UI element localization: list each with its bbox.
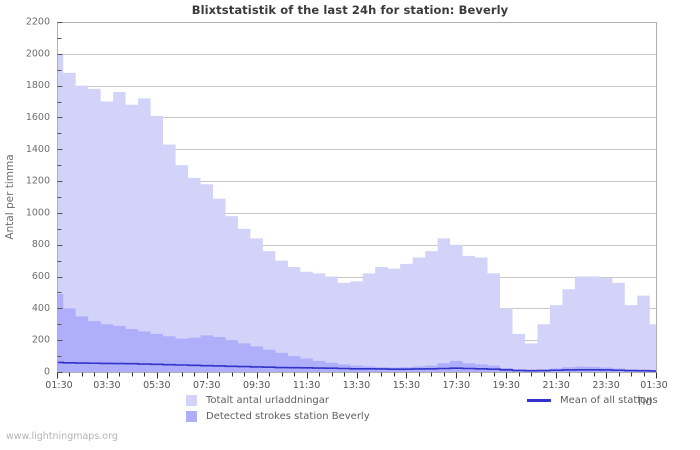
x-axis-ticks <box>56 372 658 379</box>
x-axis-tick-label: 23:30 <box>592 380 619 391</box>
y-axis-tick-label: 2000 <box>26 48 50 59</box>
x-axis-tick-label: 13:30 <box>343 380 370 391</box>
area-path-detected-strokes <box>57 294 656 372</box>
y-axis-tick-label: 400 <box>32 303 50 314</box>
legend-swatch-mean-all-stations <box>527 398 552 402</box>
series-line-mean-all-stations <box>57 361 656 372</box>
y-axis-ticks <box>57 22 63 373</box>
y-axis-labels: 0 200 400 600 800 1000 1200 1400 1600 1800 2000 220… <box>26 17 50 378</box>
y-axis-title: Antal per timma <box>4 154 16 239</box>
y-axis-tick-label: 1000 <box>26 207 50 218</box>
x-axis-tick-label: 05:30 <box>143 380 170 391</box>
y-axis-tick-label: 1200 <box>26 176 50 187</box>
y-axis-tick-label: 200 <box>32 335 50 346</box>
x-axis-labels: 01:30 03:30 05:30 07:30 09:30 11:30 13:30 15:30… <box>45 380 667 391</box>
x-axis-tick-label: 21:30 <box>542 380 569 391</box>
y-axis-tick-label: 0 <box>44 367 50 378</box>
legend-label-mean-all-stations: Mean of all stations <box>560 394 658 406</box>
legend-label-detected-strokes: Detected strokes station Beverly <box>206 410 370 422</box>
x-axis-tick-label: 19:30 <box>493 380 520 391</box>
series-area-total-discharges <box>57 53 656 372</box>
series-area-detected-strokes <box>57 294 656 372</box>
watermark-text: www.lightningmaps.org <box>6 431 118 442</box>
x-axis-tick-label: 15:30 <box>393 380 420 391</box>
x-axis-tick-label: 01:30 <box>640 380 667 391</box>
x-axis-tick-label: 11:30 <box>293 380 320 391</box>
legend-row-first: Totalt antal urladdningar Mean of all st… <box>186 392 658 408</box>
y-axis-tick-label: 1800 <box>26 80 50 91</box>
y-axis-tick-label: 1600 <box>26 112 50 123</box>
chart-legend: Totalt antal urladdningar Mean of all st… <box>186 392 658 424</box>
x-axis-tick-label: 09:30 <box>243 380 270 391</box>
y-axis-tick-label: 600 <box>32 271 50 282</box>
x-axis-title: Tid <box>635 396 652 408</box>
legend-item-total-discharges: Totalt antal urladdningar <box>186 394 330 406</box>
area-path-total-discharges <box>57 53 656 372</box>
x-axis-tick-label: 17:30 <box>443 380 470 391</box>
page-title: Blixtstatistik of the last 24h for stati… <box>191 3 509 17</box>
y-axis-tick-label: 1400 <box>26 144 50 155</box>
legend-swatch-detected-strokes <box>186 410 197 422</box>
legend-row-second: Detected strokes station Beverly <box>186 408 656 424</box>
legend-swatch-total-discharges <box>186 394 197 406</box>
line-path-mean-all-stations <box>57 361 656 372</box>
y-axis-tick-label: 800 <box>32 239 50 250</box>
x-axis-tick-label: 03:30 <box>93 380 120 391</box>
x-axis-tick-label: 01:30 <box>45 380 72 391</box>
x-axis-tick-label: 07:30 <box>193 380 220 391</box>
y-axis-tick-label: 2200 <box>26 17 50 28</box>
legend-label-total-discharges: Totalt antal urladdningar <box>206 394 330 406</box>
legend-item-detected-strokes: Detected strokes station Beverly <box>186 410 370 422</box>
legend-item-mean-all-stations: Mean of all stations <box>527 395 658 406</box>
